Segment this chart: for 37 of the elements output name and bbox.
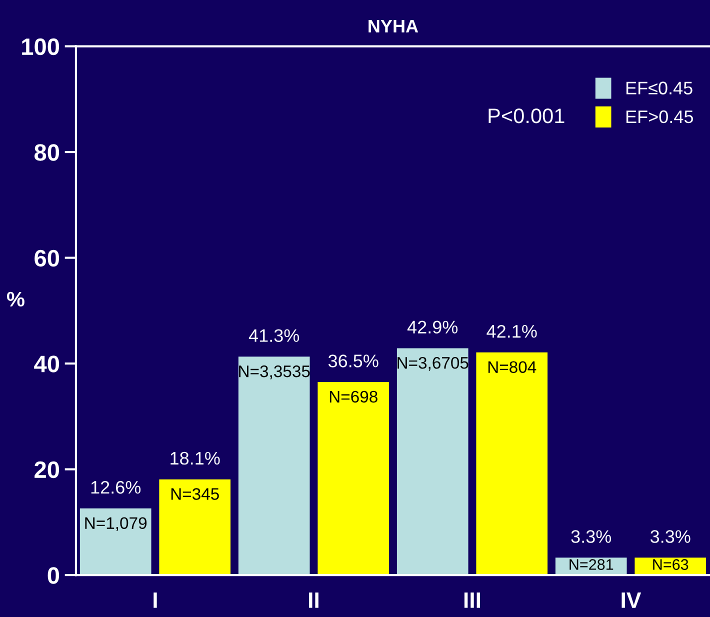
annotation: N=63 <box>653 559 688 570</box>
bar <box>80 508 152 576</box>
annotation: N=698 <box>330 390 378 403</box>
data-label: 3.3% <box>571 530 612 543</box>
y-tick-label: 40 <box>34 356 60 372</box>
y-tick-label: 100 <box>22 38 60 56</box>
bar <box>396 348 468 576</box>
y-tick-label: 20 <box>34 461 60 478</box>
data-label: 41.3% <box>248 329 300 342</box>
data-label: 42.1% <box>486 324 537 338</box>
data-label: 36.5% <box>328 354 378 368</box>
data-label: 18.1% <box>170 452 220 465</box>
y-tick-label: 80 <box>34 144 60 161</box>
data-label: 42.9% <box>407 320 458 334</box>
legend-label: EF>0.45 <box>626 110 693 124</box>
annotation: N=804 <box>488 361 536 374</box>
annotation: N=3,6705 <box>398 356 468 371</box>
annotation: N=281 <box>570 559 614 570</box>
chart-title: NYHA <box>368 20 418 32</box>
y-axis-title: % <box>6 292 24 306</box>
y-tick-label: 0 <box>48 567 60 584</box>
x-tick-label: III <box>464 592 480 608</box>
bar <box>159 479 231 576</box>
x-tick-label: I <box>154 592 157 608</box>
x-tick-label: IV <box>622 592 642 608</box>
bar <box>476 352 548 576</box>
data-label: 3.3% <box>650 530 690 543</box>
bar <box>318 382 390 576</box>
annotation: P<0.001 <box>488 108 564 124</box>
legend-label: EF≤0.45 <box>626 82 692 94</box>
data-label: 12.6% <box>91 480 141 494</box>
annotation: N=345 <box>171 488 219 500</box>
bar <box>238 356 310 576</box>
y-tick-label: 60 <box>34 250 60 267</box>
x-tick-label: II <box>309 592 318 608</box>
annotation: N=3,3535 <box>239 365 310 380</box>
annotation: N=1,079 <box>85 517 147 531</box>
